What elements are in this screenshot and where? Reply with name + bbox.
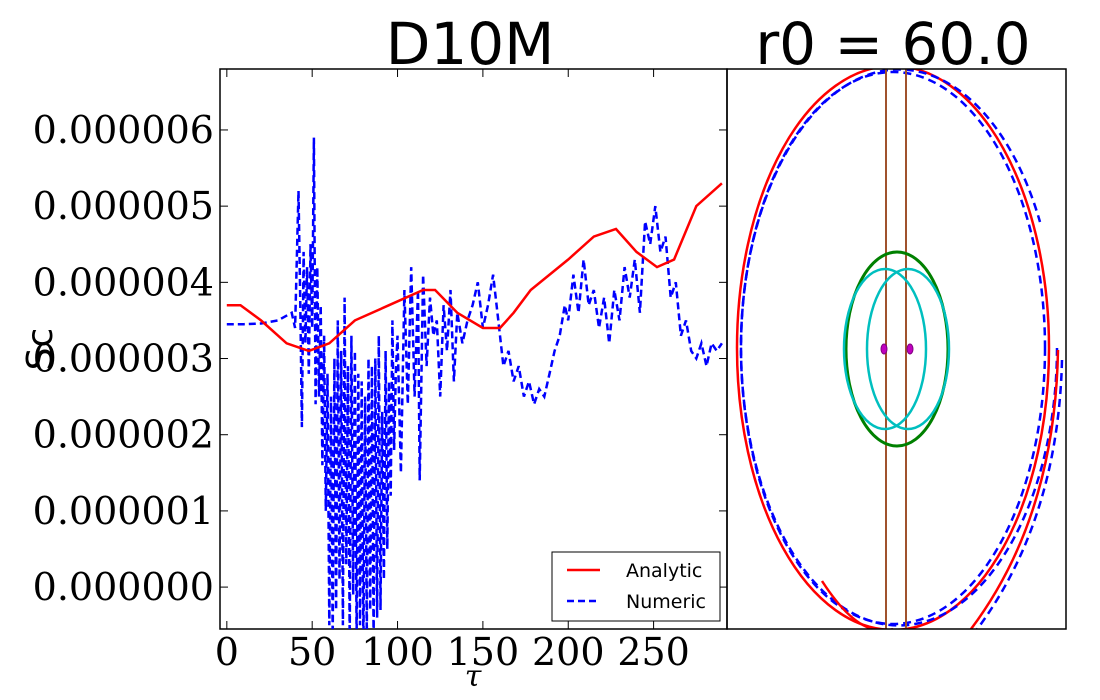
legend-analytic-label: Analytic <box>626 560 702 582</box>
series-numeric-line <box>226 137 723 629</box>
middle-ellipse-green <box>844 250 950 448</box>
x-tick-label: 200 <box>532 630 605 674</box>
y-tick-label: 0.000000 <box>33 565 214 609</box>
outer-ellipse-blue-dashed-b <box>739 70 1047 626</box>
right-title: r0 = 60.0 <box>755 10 1030 78</box>
x-tick-label: 0 <box>215 630 239 674</box>
legend-box <box>551 551 721 622</box>
outer-ellipse-blue-dashed <box>739 69 1059 627</box>
blue-spiral-right <box>975 359 1064 629</box>
y-tick-label: 0.000005 <box>33 184 214 228</box>
outer-ellipse-red <box>735 69 1051 629</box>
left-panel: D10M 0.0000000.0000010.0000020.0000030.0… <box>20 10 728 694</box>
red-spiral-right <box>969 349 1060 629</box>
y-axis-label: Sc <box>20 328 61 371</box>
y-tick-label: 0.000001 <box>33 489 214 533</box>
x-tick-label: 150 <box>447 630 520 674</box>
x-tick-label: 250 <box>617 630 690 674</box>
series-analytic-line <box>226 182 723 353</box>
right-plot-frame <box>726 68 1067 630</box>
x-tick-label: 100 <box>361 630 434 674</box>
y-tick-label: 0.000003 <box>33 337 214 381</box>
legend-numeric-label: Numeric <box>626 591 706 613</box>
y-tick-label: 0.000004 <box>33 260 214 304</box>
red-spiral-arm <box>820 580 893 629</box>
left-x-ticks: 0 50 100 150 200 250 <box>215 69 690 674</box>
left-plot-frame <box>219 68 728 630</box>
left-series-group <box>226 137 723 629</box>
left-y-ticks: 0.000000 0.000001 0.000002 0.000003 0.000004… <box>33 108 727 609</box>
inner-ellipse-cyan-left <box>842 267 928 431</box>
y-tick-label: 0.000006 <box>33 108 214 152</box>
x-axis-label: τ <box>465 659 482 694</box>
left-title: D10M <box>386 10 555 78</box>
x-tick-label: 50 <box>288 630 336 674</box>
legend: Analytic Numeric <box>551 551 721 622</box>
left-plot-area: 0.000000 0.000001 0.000002 0.000003 0.000004… <box>33 68 728 674</box>
right-plot-contents <box>735 69 1064 629</box>
right-panel: r0 = 60.0 <box>726 10 1067 630</box>
magenta-point-left <box>880 343 888 355</box>
magenta-point-right <box>906 343 914 355</box>
y-tick-label: 0.000002 <box>33 413 214 457</box>
inner-ellipse-cyan-right <box>865 267 951 431</box>
